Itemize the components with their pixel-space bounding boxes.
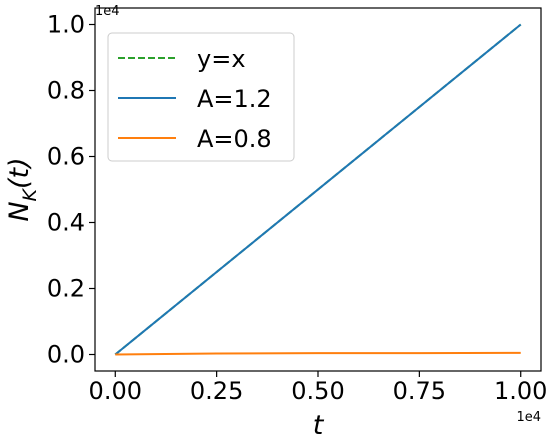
y-axis-offset-label: 1e4 (95, 4, 120, 19)
x-axis-label: t (313, 410, 325, 439)
y-tick-label: 0.4 (47, 209, 85, 237)
x-axis-ticks: 0.00 0.25 0.50 0.75 1.00 (89, 371, 547, 405)
y-tick-label: 1.0 (47, 11, 85, 39)
y-axis-label-main: N (4, 201, 35, 221)
y-tick-label: 0.2 (47, 275, 85, 303)
y-axis-ticks: 0.0 0.2 0.4 0.6 0.8 1.0 (47, 11, 95, 369)
y-axis-label-argument: (t) (4, 157, 35, 189)
y-tick-label: 0.8 (47, 77, 85, 105)
legend-label: y=x (197, 45, 246, 73)
y-tick-label: 0.0 (47, 341, 85, 369)
legend-box (107, 32, 295, 162)
series-line-1 (114, 23, 522, 356)
series-layer (114, 23, 522, 356)
y-axis-label: NK(t) (4, 157, 41, 221)
x-tick-label: 0.50 (291, 377, 344, 405)
y-axis-label-subscript: K (19, 187, 41, 201)
series-line-2 (115, 351, 521, 356)
x-tick-label: 0.25 (190, 377, 243, 405)
legend: y=x A=1.2 A=0.8 (107, 32, 295, 162)
legend-label: A=1.2 (197, 85, 272, 113)
legend-label: A=0.8 (197, 125, 272, 153)
x-tick-label: 0.75 (393, 377, 446, 405)
x-tick-label: 0.00 (89, 377, 142, 405)
y-tick-label: 0.6 (47, 143, 85, 171)
x-tick-label: 1.00 (494, 377, 547, 405)
x-axis-offset-label: 1e4 (516, 410, 541, 425)
